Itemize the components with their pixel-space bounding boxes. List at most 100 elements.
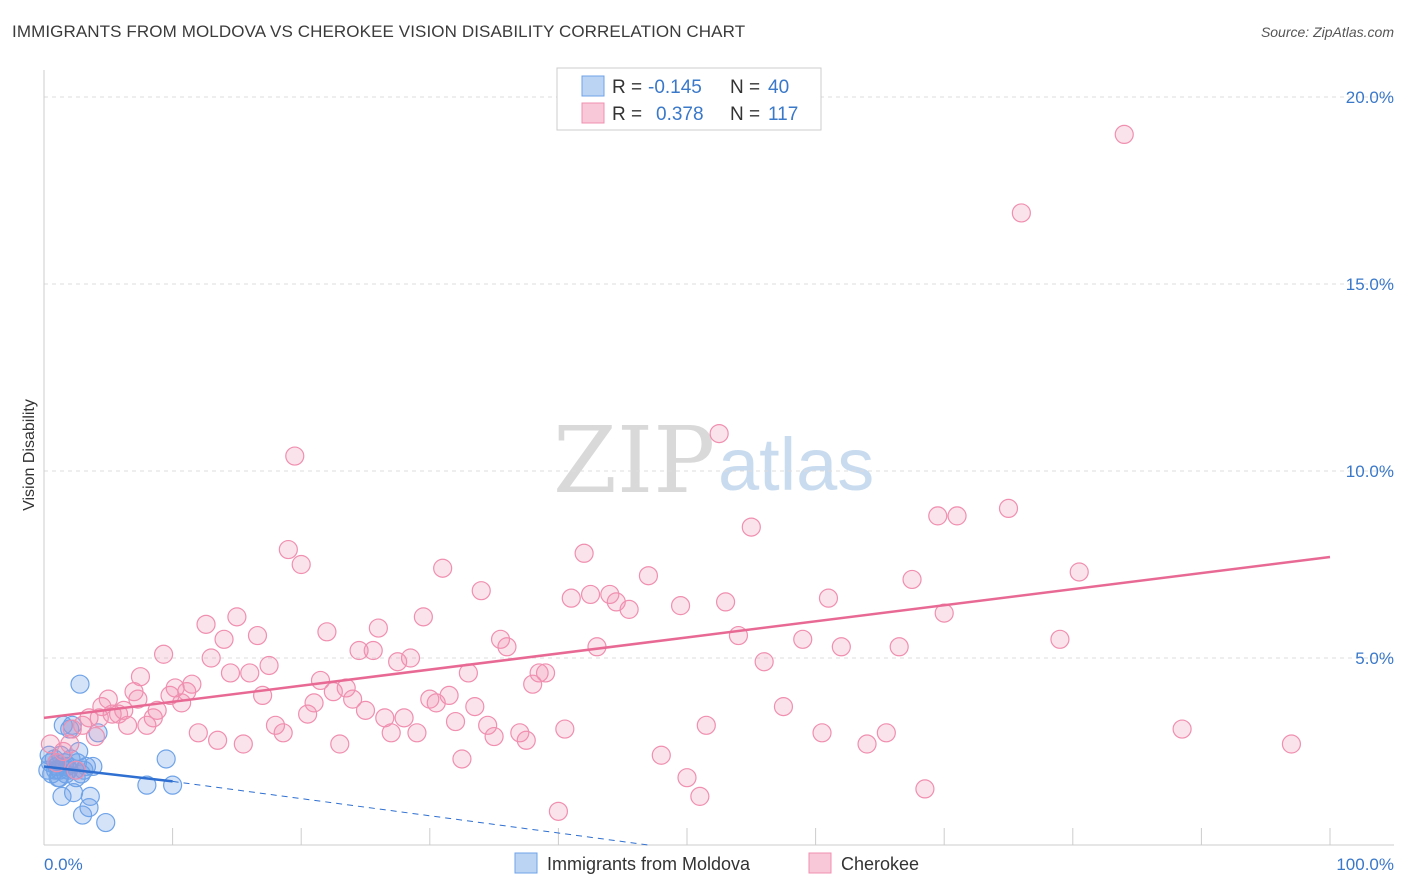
cherokee-point-88 [600, 584, 620, 605]
legend-n-value-cherokee: 117 [768, 104, 798, 125]
x-tick-label-max: 100.0% [1336, 855, 1394, 874]
cherokee-point-35 [233, 734, 253, 754]
cherokee-point-59 [388, 652, 408, 672]
bottom-legend-label-moldova: Immigrants from Moldova [547, 854, 751, 874]
bottom-legend-label-cherokee: Cherokee [841, 854, 919, 874]
cherokee-point-80 [529, 663, 549, 683]
cherokee-point-22 [153, 644, 174, 664]
cherokee-point-96 [696, 715, 716, 735]
cherokee-point-95 [690, 786, 710, 806]
cherokee-point-71 [465, 697, 485, 717]
cherokee-point-85 [574, 543, 594, 563]
cherokee-point-18 [130, 667, 151, 687]
cherokee-point-39 [259, 655, 279, 676]
legend-r-label-cherokee: R = [612, 104, 642, 125]
cherokee-point-46 [304, 693, 324, 713]
cherokee-point-34 [227, 607, 247, 627]
legend: R = -0.145 N = 40 R = 0.378 N = 117 [556, 67, 822, 131]
cherokee-point-118 [1069, 562, 1089, 582]
cherokee-point-66 [433, 558, 453, 578]
cherokee-point-58 [381, 723, 401, 743]
cherokee-point-52 [343, 689, 363, 709]
legend-n-value-moldova: 40 [768, 77, 789, 98]
legend-r-label-moldova: R = [612, 77, 642, 98]
cherokee-point-3 [60, 734, 80, 754]
trend-line-moldova [43, 765, 173, 783]
cherokee-point-15 [117, 715, 138, 735]
cherokee-point-27 [182, 674, 202, 694]
cherokee-point-111 [915, 779, 935, 799]
source-label: Source: ZipAtlas.com [1260, 24, 1394, 40]
moldova-point-22 [70, 674, 90, 694]
axes [43, 70, 1394, 846]
cherokee-point-90 [619, 599, 639, 619]
cherokee-point-77 [510, 723, 530, 743]
cherokee-point-104 [812, 723, 832, 743]
cherokee-point-81 [535, 663, 556, 683]
cherokee-point-33 [220, 663, 241, 683]
y-tick-labels: 5.0% 10.0% 15.0% 20.0% [1346, 88, 1394, 668]
trend-line-moldova-extension [172, 780, 649, 846]
moldova-point-38 [163, 775, 183, 795]
cherokee-point-82 [548, 801, 569, 821]
cherokee-point-72 [471, 581, 491, 601]
cherokee-point-79 [523, 674, 543, 694]
cherokee-point-62 [407, 723, 427, 743]
cherokee-point-36 [240, 663, 260, 683]
bottom-legend: Immigrants from Moldova Cherokee [514, 852, 919, 874]
cherokee-point-117 [1050, 629, 1070, 649]
cherokee-point-6 [72, 715, 93, 735]
cherokee-point-11 [98, 689, 118, 709]
cherokee-point-102 [773, 697, 794, 717]
legend-swatch-moldova [581, 75, 605, 97]
cherokee-point-74 [484, 726, 504, 747]
cherokee-point-32 [214, 629, 234, 649]
cherokee-point-76 [497, 637, 517, 657]
cherokee-point-109 [889, 637, 909, 657]
watermark-zip: ZIP [553, 407, 715, 514]
cherokee-point-92 [651, 745, 671, 765]
cherokee-point-19 [137, 715, 157, 735]
cherokee-point-75 [490, 629, 511, 649]
cherokee-point-45 [298, 704, 318, 724]
cherokee-point-86 [580, 584, 601, 605]
cherokee-point-28 [188, 723, 208, 743]
watermark-atlas: atlas [718, 423, 874, 506]
cherokee-point-84 [561, 588, 581, 608]
cherokee-point-97 [709, 424, 729, 444]
cherokee-point-53 [349, 640, 369, 661]
cherokee-point-68 [445, 711, 466, 732]
cherokee-point-54 [355, 700, 376, 720]
cherokee-point-29 [196, 614, 216, 634]
moldova-point-28 [80, 786, 100, 806]
cherokee-point-93 [670, 596, 691, 616]
cherokee-point-41 [273, 723, 293, 743]
moldova-point-36 [137, 775, 157, 795]
cherokee-point-83 [555, 719, 575, 739]
cherokee-point-78 [516, 730, 536, 750]
cherokee-point-37 [247, 625, 268, 646]
cherokee-point-55 [363, 640, 383, 661]
cherokee-point-94 [677, 768, 697, 788]
legend-swatch-cherokee [581, 102, 605, 124]
cherokee-point-44 [291, 554, 311, 575]
cherokee-point-101 [754, 652, 774, 672]
cherokee-point-48 [317, 622, 337, 642]
cherokee-point-114 [947, 506, 967, 526]
y-axis-label: Vision Disability [21, 399, 38, 511]
cherokee-point-100 [741, 517, 761, 537]
legend-r-value-cherokee: 0.378 [656, 104, 704, 125]
moldova-point-35 [96, 812, 116, 833]
cherokee-point-42 [278, 539, 298, 560]
cherokee-point-116 [1011, 203, 1031, 223]
cherokee-point-119 [1114, 124, 1134, 144]
trend-line-cherokee [43, 555, 1331, 720]
cherokee-point-98 [715, 592, 736, 612]
cherokee-point-91 [638, 566, 659, 586]
legend-r-value-moldova: -0.145 [648, 77, 702, 98]
cherokee-point-40 [265, 715, 286, 735]
cherokee-point-121 [1281, 734, 1302, 754]
legend-n-label-moldova: N = [730, 77, 760, 98]
y-tick-label-0: 5.0% [1355, 649, 1394, 668]
cherokee-point-63 [413, 607, 433, 627]
